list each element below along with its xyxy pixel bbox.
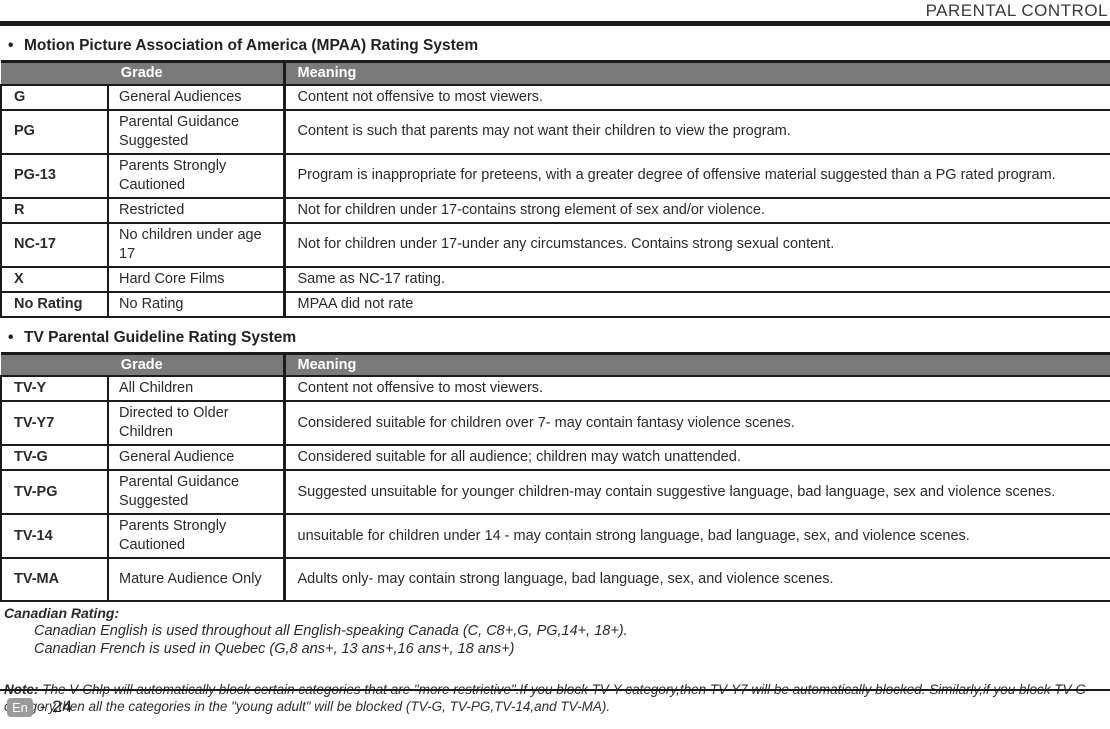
table-row: TV-G General Audience Considered suitable … [0, 444, 1110, 471]
meaning-cell: Content is such that parents may not wan… [282, 108, 1110, 155]
meaning-cell: Not for children under 17-under any circ… [282, 221, 1110, 268]
grade-column-header: Grade [1, 60, 285, 86]
mpaa-section-heading: • Motion Picture Association of America (… [6, 37, 1110, 55]
grade-name-cell: No children under age 17 [106, 221, 285, 268]
mpaa-heading-text: Motion Picture Association of America (M… [24, 37, 479, 54]
grade-code-cell: TV-MA [0, 557, 108, 602]
meaning-cell: Content not offensive to most viewers. [282, 83, 1110, 111]
grade-code-cell: TV-PG [0, 469, 108, 515]
grade-name-cell: All Children [106, 375, 285, 402]
table-row: No Rating No Rating MPAA did not rate [0, 290, 1110, 318]
tv-heading-text: TV Parental Guideline Rating System [24, 328, 297, 346]
grade-name-cell: General Audiences [106, 83, 285, 111]
table-row: TV-MA Mature Audience Only Adults only- ma… [0, 557, 1110, 602]
grade-name-cell: Mature Audience Only [106, 557, 285, 602]
mpaa-rating-table: Grade Meaning G General Audiences Content … [0, 60, 1110, 318]
grade-column-header: Grade [1, 351, 285, 377]
table-row: TV-PG Parental Guidance Suggested Suggeste… [0, 469, 1110, 515]
tv-rating-table: Grade Meaning TV-Y All Children Content no… [0, 351, 1110, 602]
note-paragraph: Note: The V-Chlp will automatically bloc… [4, 681, 1110, 715]
grade-code-cell: X [0, 265, 108, 293]
grade-name-cell: Hard Core Films [106, 265, 285, 293]
language-badge: En [7, 697, 33, 717]
page-number: - 24 [39, 697, 74, 716]
grade-code-cell: No Rating [0, 290, 108, 318]
meaning-column-header: Meaning [282, 351, 1110, 377]
table-header-row: Grade Meaning [1, 351, 1110, 377]
meaning-cell: Adults only- may contain strong language… [282, 557, 1110, 602]
grade-code-cell: TV-Y [0, 375, 108, 402]
meaning-cell: MPAA did not rate [282, 290, 1110, 318]
canadian-french-line: Canadian French is used in Quebec (G,8 a… [34, 641, 515, 657]
grade-name-cell: Parents Strongly Cautioned [106, 513, 285, 559]
note-text: The V-Chlp will automatically block cert… [4, 682, 1086, 714]
footer-rule [0, 689, 1110, 691]
grade-code-cell: TV-G [0, 444, 108, 471]
grade-name-cell: Parental Guidance Suggested [106, 469, 285, 515]
table-row: TV-14 Parents Strongly Cautioned unsuitabl… [0, 513, 1110, 559]
table-row: TV-Y7 Directed to Older Children Considere… [0, 400, 1110, 446]
meaning-column-header: Meaning [282, 60, 1110, 86]
header-rule [0, 21, 1110, 26]
meaning-cell: Suggested unsuitable for younger childre… [282, 469, 1110, 515]
page-footer: En - 24 [7, 697, 73, 717]
bullet-icon: • [8, 37, 14, 54]
grade-name-cell: Restricted [106, 196, 285, 224]
meaning-cell: unsuitable for children under 14 - may c… [282, 513, 1110, 559]
grade-code-cell: R [0, 196, 108, 224]
grade-name-cell: No Rating [106, 290, 285, 318]
grade-name-cell: Directed to Older Children [106, 400, 285, 446]
meaning-cell: Considered suitable for children over 7-… [282, 400, 1110, 446]
grade-code-cell: G [0, 83, 108, 111]
meaning-cell: Not for children under 17-contains stron… [282, 196, 1110, 224]
grade-code-cell: PG [0, 108, 108, 155]
grade-name-cell: Parents Strongly Cautioned [106, 152, 285, 199]
table-row: R Restricted Not for children under 17-con… [0, 196, 1110, 224]
tv-section-heading: • TV Parental Guideline Rating System [6, 329, 1110, 347]
bullet-icon: • [8, 328, 14, 346]
grade-code-cell: TV-14 [0, 513, 108, 559]
grade-code-cell: PG-13 [0, 152, 108, 199]
table-row: X Hard Core Films Same as NC-17 rating. [0, 265, 1110, 293]
table-row: TV-Y All Children Content not offensive to… [0, 375, 1110, 402]
meaning-cell: Same as NC-17 rating. [282, 265, 1110, 293]
canadian-rating-title: Canadian Rating: [4, 605, 120, 621]
table-row: PG-13 Parents Strongly Cautioned Program i… [0, 152, 1110, 199]
table-row: PG Parental Guidance Suggested Content is … [0, 108, 1110, 155]
canadian-english-line: Canadian English is used throughout all … [34, 623, 628, 639]
page-header: PARENTAL CONTROL [0, 0, 1110, 21]
grade-name-cell: Parental Guidance Suggested [106, 108, 285, 155]
grade-name-cell: General Audience [106, 444, 285, 471]
canadian-rating-section: Canadian Rating: Canadian English is use… [4, 605, 1110, 658]
table-header-row: Grade Meaning [1, 60, 1110, 86]
grade-code-cell: TV-Y7 [0, 400, 108, 446]
table-row: NC-17 No children under age 17 Not for chi… [0, 221, 1110, 268]
grade-code-cell: NC-17 [0, 221, 108, 268]
meaning-cell: Program is inappropriate for preteens, w… [282, 152, 1110, 199]
table-row: G General Audiences Content not offensive … [0, 83, 1110, 111]
page-header-title: PARENTAL CONTROL [925, 1, 1108, 20]
meaning-cell: Considered suitable for all audience; ch… [282, 444, 1110, 471]
meaning-cell: Content not offensive to most viewers. [282, 375, 1110, 402]
